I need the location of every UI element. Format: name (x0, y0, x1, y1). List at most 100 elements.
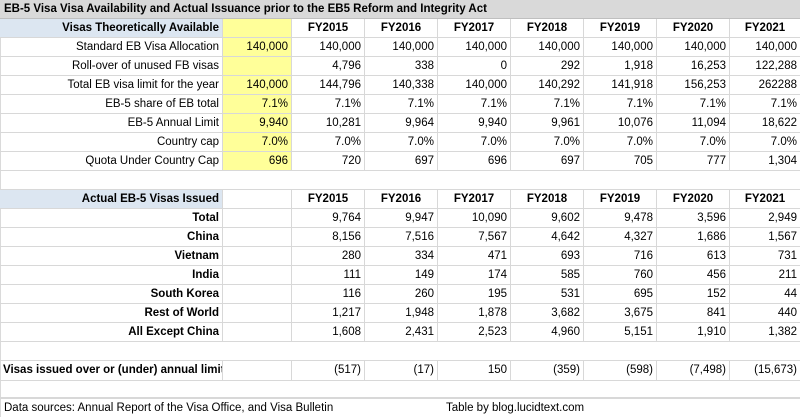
base-blank (223, 266, 292, 284)
year-value: 260 (365, 285, 438, 303)
base-value: 696 (223, 152, 292, 170)
base-value (223, 57, 292, 75)
year-header: FY2019 (584, 19, 657, 37)
theoretical-row: EB-5 share of EB total 7.1% 7.1% 7.1% 7.1% 7.… (0, 95, 800, 114)
actual-row: All Except China 1,608 2,431 2,523 4,960 5,15… (0, 323, 800, 342)
year-value: 7.0% (770, 136, 797, 148)
base-value: 7.0% (223, 133, 292, 151)
year-value: 697 (511, 152, 584, 170)
year-value: 841 (657, 304, 730, 322)
year-value: 9,964 (365, 114, 438, 132)
year-value: 716 (584, 247, 657, 265)
year-value: 4,327 (584, 228, 657, 246)
row-label: Vietnam (0, 247, 223, 265)
year-value: 7,567 (438, 228, 511, 246)
actual-row: Rest of World 1,217 1,948 1,878 3,682 3,675 84… (0, 304, 800, 323)
year-value: 456 (657, 266, 730, 284)
theoretical-row: Standard EB Visa Allocation 140,000 140,00… (0, 38, 800, 57)
base-blank (223, 285, 292, 303)
year-value: 8,156 (292, 228, 365, 246)
theoretical-header-row: Visas Theoretically Available FY2015 FY20… (0, 19, 800, 38)
row-label: EB-5 Annual Limit (0, 114, 223, 132)
year-value: 44 (784, 288, 797, 300)
summary-value: (517) (292, 361, 365, 380)
year-header: FY2017 (438, 190, 511, 208)
year-value: 760 (584, 266, 657, 284)
actual-header-label: Actual EB-5 Visas Issued (0, 190, 223, 208)
year-value: 195 (438, 285, 511, 303)
year-value: 7.1% (438, 95, 511, 113)
year-value: 1,304 (768, 155, 797, 167)
year-value: 7.0% (438, 133, 511, 151)
year-header: FY2017 (438, 19, 511, 37)
year-value: 140,000 (438, 76, 511, 94)
year-value: 140,000 (755, 41, 797, 53)
summary-value: (17) (365, 361, 438, 380)
actual-row: Vietnam 280 334 471 693 716 613 731 (0, 247, 800, 266)
row-label: Standard EB Visa Allocation (0, 38, 223, 56)
year-value: 140,000 (292, 38, 365, 56)
year-value: 693 (511, 247, 584, 265)
year-value: 3,675 (584, 304, 657, 322)
row-label: Country cap (0, 133, 223, 151)
summary-value: (15,673) (754, 364, 797, 376)
year-value: 705 (584, 152, 657, 170)
year-header: FY2020 (657, 190, 730, 208)
year-value: 140,000 (657, 38, 730, 56)
theoretical-row: EB-5 Annual Limit 9,940 10,281 9,964 9,940 9,… (0, 114, 800, 133)
summary-base-blank (223, 361, 292, 380)
year-value: 140,000 (584, 38, 657, 56)
row-label: China (0, 228, 223, 246)
year-value: 7.0% (657, 133, 730, 151)
spacer-row (0, 342, 800, 361)
year-header: FY2021 (744, 22, 786, 34)
year-value: 10,281 (292, 114, 365, 132)
year-value: 16,253 (657, 57, 730, 75)
year-value: 140,000 (365, 38, 438, 56)
year-value: 174 (438, 266, 511, 284)
year-value: 140,000 (511, 38, 584, 56)
theoretical-row: Roll-over of unused FB visas 4,796 338 0 292… (0, 57, 800, 76)
year-header: FY2018 (511, 190, 584, 208)
row-label: All Except China (0, 323, 223, 341)
year-value: 7.0% (365, 133, 438, 151)
year-value: 338 (365, 57, 438, 75)
year-value: 7.1% (511, 95, 584, 113)
actual-row: India 111 149 174 585 760 456 211 (0, 266, 800, 285)
year-value: 7.0% (511, 133, 584, 151)
theoretical-row: Country cap 7.0% 7.0% 7.0% 7.0% 7.0% 7.0% 7.0% 7… (0, 133, 800, 152)
year-value: 2,523 (438, 323, 511, 341)
year-value: 116 (292, 285, 365, 303)
base-blank (223, 228, 292, 246)
base-blank (223, 247, 292, 265)
year-header: FY2021 (744, 193, 786, 205)
year-value: 140,338 (365, 76, 438, 94)
year-value: 9,940 (438, 114, 511, 132)
year-value: 7.0% (584, 133, 657, 151)
row-label: South Korea (0, 285, 223, 303)
summary-value: 150 (438, 361, 511, 380)
theoretical-row: Quota Under Country Cap 696 720 697 696 697 70… (0, 152, 800, 171)
year-value: 140,292 (511, 76, 584, 94)
year-value: 0 (438, 57, 511, 75)
year-value: 7.1% (292, 95, 365, 113)
year-value: 9,961 (511, 114, 584, 132)
theoretical-header-label: Visas Theoretically Available (0, 19, 223, 37)
summary-value: (359) (511, 361, 584, 380)
year-value: 140,000 (438, 38, 511, 56)
actual-row: Total 9,764 9,947 10,090 9,602 9,478 3,596 2,94… (0, 209, 800, 228)
year-value: 1,608 (292, 323, 365, 341)
year-value: 5,151 (584, 323, 657, 341)
year-value: 152 (657, 285, 730, 303)
actual-row: South Korea 116 260 195 531 695 152 44 (0, 285, 800, 304)
base-blank (223, 323, 292, 341)
year-value: 9,764 (292, 209, 365, 227)
theoretical-row: Total EB visa limit for the year 140,000 1… (0, 76, 800, 95)
year-value: 141,918 (584, 76, 657, 94)
spacer-row (0, 171, 800, 190)
year-value: 585 (511, 266, 584, 284)
year-header: FY2015 (292, 190, 365, 208)
year-value: 731 (777, 250, 797, 262)
year-header: FY2015 (292, 19, 365, 37)
